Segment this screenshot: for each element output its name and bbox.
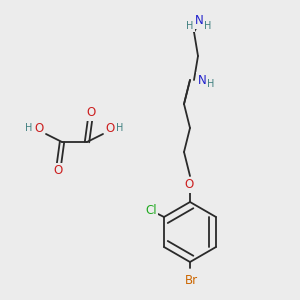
Text: H: H bbox=[25, 123, 33, 133]
Text: H: H bbox=[204, 21, 212, 31]
Text: N: N bbox=[198, 74, 206, 86]
Text: O: O bbox=[86, 106, 96, 119]
Text: O: O bbox=[105, 122, 115, 134]
Text: Cl: Cl bbox=[145, 203, 157, 217]
Text: N: N bbox=[195, 14, 203, 28]
Text: O: O bbox=[34, 122, 43, 134]
Text: O: O bbox=[53, 164, 63, 178]
Text: Br: Br bbox=[184, 274, 198, 286]
Text: H: H bbox=[207, 79, 215, 89]
Text: O: O bbox=[184, 178, 194, 191]
Text: H: H bbox=[186, 21, 194, 31]
Text: H: H bbox=[116, 123, 124, 133]
